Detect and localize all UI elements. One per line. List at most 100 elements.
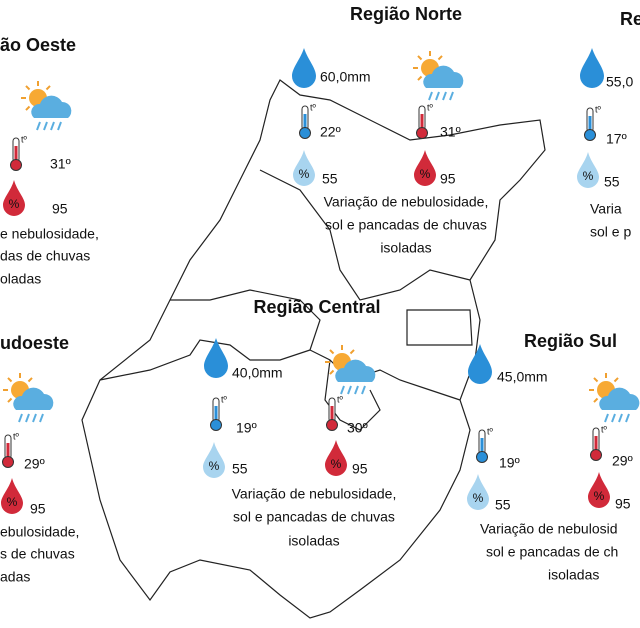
humidity-symbol: %	[594, 489, 605, 503]
sun-cloud-icon	[413, 51, 464, 101]
rain-streak	[18, 413, 23, 423]
humidity-drop	[203, 442, 225, 478]
humidity: 55	[495, 497, 511, 513]
temperature: 31º	[440, 124, 461, 140]
thermo-fill	[303, 114, 307, 130]
sun-ray	[593, 377, 599, 383]
cloud	[13, 387, 54, 410]
thermo-fill	[588, 116, 592, 132]
thermo-fill	[420, 114, 424, 130]
sun-ray	[45, 85, 51, 91]
thermo-symbol: tº	[21, 134, 28, 144]
thermo-symbol: tº	[595, 104, 602, 114]
sun-ray	[27, 377, 33, 383]
thermometer-icon: tº	[476, 426, 494, 463]
thermo-fill	[594, 436, 598, 452]
rain-streak	[340, 385, 345, 395]
cloud	[423, 65, 464, 88]
rainfall: 40,0mm	[232, 365, 283, 381]
thermo-fill	[14, 146, 18, 162]
region-title: Região Norte	[350, 4, 462, 24]
humidity-icon: %	[293, 150, 315, 186]
sun-ray	[593, 397, 599, 403]
forecast-description: das de chuvas	[0, 248, 90, 264]
thermometer-icon: tº	[584, 104, 602, 141]
thermometer-icon: tº	[10, 134, 28, 171]
forecast-description: sol e pancadas de ch	[486, 544, 618, 560]
thermo-symbol: tº	[601, 424, 608, 434]
rain-drop-icon	[204, 338, 228, 378]
sun-ray	[329, 369, 335, 375]
thermo-bulb	[10, 159, 22, 171]
thermo-bulb	[476, 451, 488, 463]
thermometer-icon: tº	[2, 431, 20, 468]
rain-streak	[625, 413, 630, 423]
humidity-drop	[3, 180, 25, 216]
forecast-description: sol e pancadas de chuvas	[325, 217, 487, 233]
thermo-bulb	[590, 449, 602, 461]
humidity-symbol: %	[209, 459, 220, 473]
humidity: 55	[322, 171, 338, 187]
rain-drop-icon	[292, 48, 316, 88]
temperature: 31º	[50, 156, 71, 172]
humidity: 95	[30, 501, 46, 517]
rain-streak	[435, 91, 440, 101]
sun-ray	[349, 349, 355, 355]
thermo-bulb	[2, 456, 14, 468]
humidity-icon: %	[577, 152, 599, 188]
forecast-description: isoladas	[288, 533, 339, 549]
humidity-icon: %	[467, 474, 489, 510]
cloud	[31, 95, 72, 118]
rain-streak	[50, 121, 55, 131]
sun-ray	[417, 55, 423, 61]
thermo-symbol: tº	[221, 394, 228, 404]
sun-ray	[417, 75, 423, 81]
forecast-description: oladas	[0, 271, 41, 287]
sun-ray	[613, 377, 619, 383]
forecast-description: ebulosidade,	[0, 524, 79, 540]
forecast-description: isoladas	[380, 240, 431, 256]
forecast-description: adas	[0, 569, 30, 585]
humidity: 55	[232, 461, 248, 477]
forecast-description: e nebulosidade,	[0, 226, 99, 242]
sun-cloud-icon	[3, 373, 54, 423]
temperature: 22º	[320, 124, 341, 140]
rainfall: 60,0mm	[320, 69, 371, 85]
forecast-description: sol e pancadas de chuvas	[233, 509, 395, 525]
rain-streak	[618, 413, 623, 423]
rain-streak	[32, 413, 37, 423]
humidity-symbol: %	[7, 495, 18, 509]
rain-streak	[361, 385, 366, 395]
rain-streak	[39, 413, 44, 423]
humidity: 95	[615, 496, 631, 512]
rain-streak	[25, 413, 30, 423]
region-title: udoeste	[0, 333, 69, 353]
forecast-description: isoladas	[548, 567, 599, 583]
rain-streak	[354, 385, 359, 395]
forecast-description: s de chuvas	[0, 546, 75, 562]
cloud	[599, 387, 640, 410]
thermo-bulb	[326, 419, 338, 431]
thermo-fill	[6, 443, 10, 459]
thermo-symbol: tº	[487, 426, 494, 436]
thermometer-icon: tº	[590, 424, 608, 461]
region-title: ão Oeste	[0, 35, 76, 55]
temperature: 29º	[612, 453, 633, 469]
humidity: 95	[52, 201, 68, 217]
thermometer-icon: tº	[299, 102, 317, 139]
humidity-drop	[325, 440, 347, 476]
humidity-icon: %	[1, 478, 23, 514]
rainfall: 45,0mm	[497, 369, 548, 385]
forecast-description: Variação de nebulosid	[480, 521, 618, 537]
rain-streak	[57, 121, 62, 131]
humidity-symbol: %	[299, 167, 310, 181]
rain-drop-icon	[580, 48, 604, 88]
humidity-icon: %	[325, 440, 347, 476]
region-title: Região Sul	[524, 331, 617, 351]
humidity-drop	[577, 152, 599, 188]
sun-cloud-icon	[589, 373, 640, 423]
thermo-fill	[214, 406, 218, 422]
thermometer-icon: tº	[416, 102, 434, 139]
sun-cloud-icon	[21, 81, 72, 131]
humidity: 55	[604, 174, 620, 190]
